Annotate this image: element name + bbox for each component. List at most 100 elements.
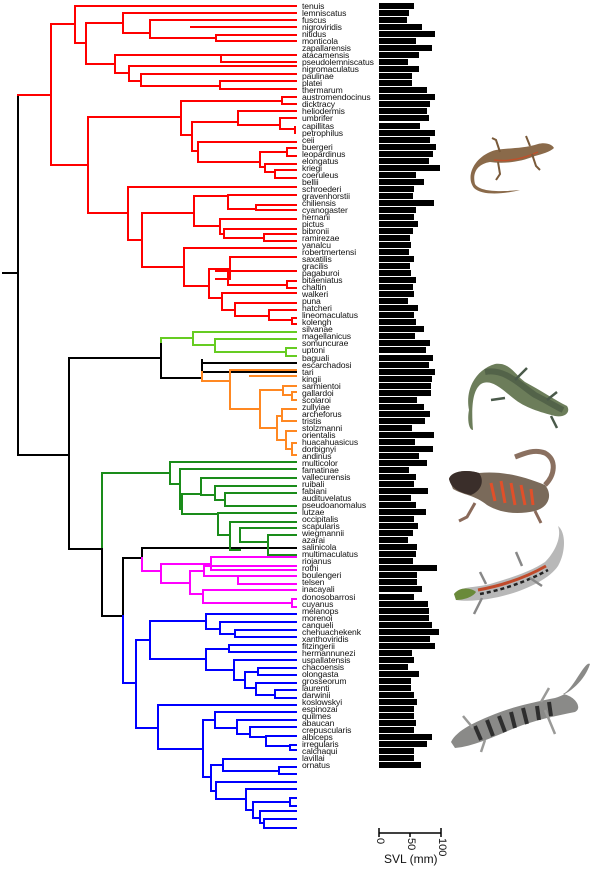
svl-bar (379, 24, 422, 31)
svl-bar (379, 94, 436, 101)
svl-bar (379, 495, 411, 502)
species-label: archeforus (302, 408, 342, 419)
svl-bar (379, 375, 432, 382)
svl-bar (379, 129, 435, 136)
svl-bar (379, 3, 414, 9)
species-label: lutzae (302, 507, 325, 518)
svl-bar (379, 389, 432, 396)
svl-bar (379, 10, 409, 17)
species-label: ceii (302, 134, 315, 145)
lizard-photo-orange-banded (449, 448, 556, 524)
species-label: rothi (302, 563, 319, 574)
svl-bar (379, 150, 433, 157)
species-label: escarchadosi (302, 359, 352, 370)
species-label: yanalcu (302, 240, 331, 251)
species-label: multimaculatus (302, 549, 358, 560)
svl-bar (379, 403, 424, 410)
species-label: gravenhorstii (302, 190, 350, 201)
svl-bar (379, 635, 430, 642)
species-label: melanops (302, 605, 339, 616)
svl-bar (379, 263, 410, 270)
x-tick-100: 100 (436, 838, 448, 857)
species-label: occipitalis (302, 514, 339, 525)
species-label: pseudoanomalus (302, 500, 367, 511)
svl-bar (379, 502, 416, 509)
species-label: sarmientoi (302, 380, 341, 391)
svl-bar (379, 277, 416, 284)
species-label: bitaeniatus (302, 275, 343, 286)
species-label: monticola (302, 36, 338, 47)
svl-bar (379, 136, 430, 143)
svl-bar (379, 122, 420, 129)
species-label: ramirezae (302, 232, 340, 243)
svl-bar (379, 73, 412, 80)
svl-bar (379, 178, 424, 185)
species-label: audituvelatus (302, 493, 352, 504)
species-label: ruibali (302, 479, 325, 490)
species-label: stolzmanni (302, 422, 343, 433)
svl-bar (379, 424, 413, 431)
species-label: inacayali (302, 584, 335, 595)
species-label: paulinae (302, 71, 334, 82)
species-label: telsen (302, 577, 325, 588)
species-label: umbrifer (302, 113, 333, 124)
species-label: silvanae (302, 324, 333, 335)
species-label: cuyanus (302, 598, 334, 609)
species-label: chacoensis (302, 661, 344, 672)
svl-bar (379, 143, 437, 150)
svl-bar (379, 474, 417, 480)
svl-bar (379, 298, 409, 305)
species-label: zullyiae (302, 401, 330, 412)
svl-bar (379, 558, 414, 565)
svl-bar (379, 382, 432, 389)
svl-bar (379, 249, 410, 256)
species-label: fuscus (302, 15, 327, 26)
svl-bar (379, 600, 428, 607)
species-label: orientalis (302, 429, 336, 440)
species-label: bellii (302, 176, 319, 187)
species-label: fabiani (302, 486, 327, 497)
species-label: canqueli (302, 619, 334, 630)
species-label: nigroviridis (302, 22, 342, 33)
svl-bar (379, 256, 414, 263)
species-label: schroederi (302, 183, 342, 194)
lizard-photo-gray-banded (451, 663, 590, 753)
species-label: huacahuasicus (302, 436, 359, 447)
species-label: tari (302, 366, 314, 377)
svl-bar (379, 572, 418, 579)
svl-bar (379, 45, 432, 52)
svl-bar (379, 523, 419, 530)
species-label: scolaroi (302, 394, 331, 405)
svl-bar (379, 206, 417, 213)
species-label: xanthoviridis (302, 633, 349, 644)
species-label: nitidus (302, 29, 327, 40)
svl-bar (379, 101, 431, 108)
species-label: cyanogaster (302, 204, 348, 215)
svl-bar (379, 614, 429, 621)
svl-bar (379, 220, 419, 227)
species-label: petrophilus (302, 127, 343, 138)
svl-bar (379, 663, 408, 670)
species-label: scapularis (302, 521, 340, 532)
svl-bar (379, 333, 415, 340)
svl-bar (379, 706, 415, 712)
svl-bar (379, 171, 416, 178)
svl-bar (379, 656, 414, 663)
species-label: salinicola (302, 542, 337, 553)
species-label: bibronii (302, 225, 329, 236)
species-label: calchaqui (302, 746, 338, 757)
svl-bar (379, 87, 427, 94)
svl-bar (379, 481, 414, 488)
species-label: quilmes (302, 711, 331, 722)
species-label: crepuscularis (302, 725, 352, 736)
svl-bar (379, 544, 417, 551)
svl-bar (379, 649, 412, 656)
svl-bar (379, 488, 428, 495)
svl-bar (379, 466, 410, 473)
svl-bar (379, 431, 434, 438)
species-label: nigromaculatus (302, 64, 359, 75)
svl-bar (379, 755, 414, 762)
species-label: andinus (302, 450, 332, 461)
species-label: pagaburoi (302, 268, 340, 279)
species-label: walkeri (302, 289, 329, 300)
